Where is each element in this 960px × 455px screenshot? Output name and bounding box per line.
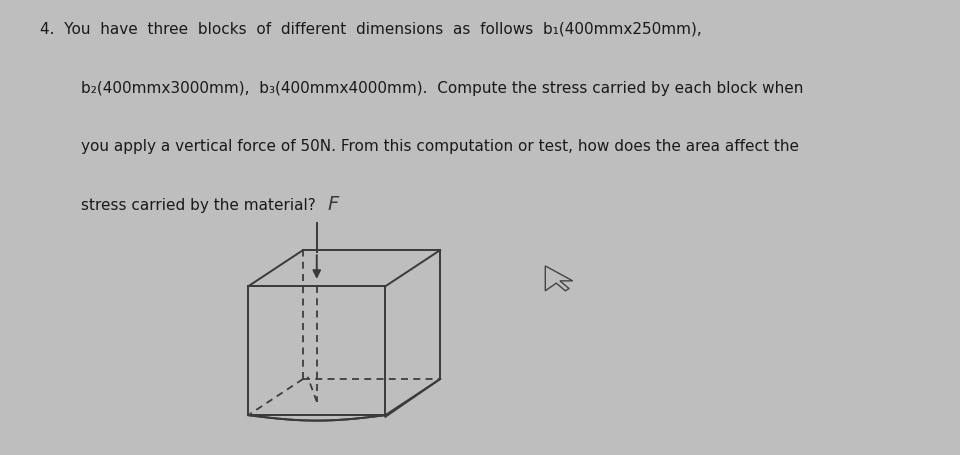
Text: b₂(400mmx3000mm),  b₃(400mmx4000mm).  Compute the stress carried by each block w: b₂(400mmx3000mm), b₃(400mmx4000mm). Comp… [81,81,804,96]
Text: you apply a vertical force of 50N. From this computation or test, how does the a: you apply a vertical force of 50N. From … [81,139,799,154]
Text: stress carried by the material?: stress carried by the material? [81,198,316,213]
Text: F: F [327,195,339,214]
Text: 4.  You  have  three  blocks  of  different  dimensions  as  follows  b₁(400mmx2: 4. You have three blocks of different di… [39,22,702,37]
